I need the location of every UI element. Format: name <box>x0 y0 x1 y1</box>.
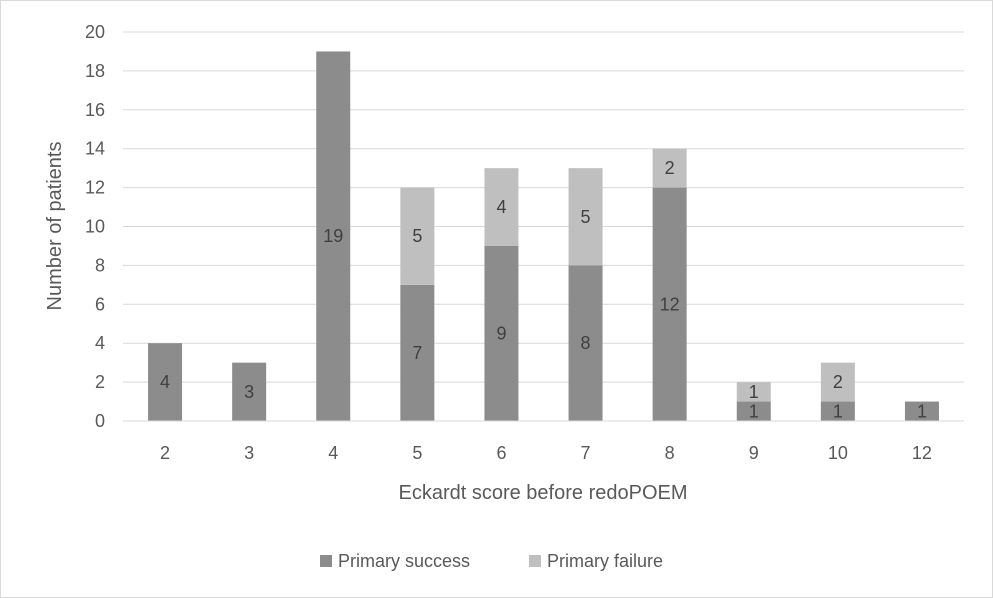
y-tick-label: 8 <box>95 255 105 275</box>
y-tick-label: 10 <box>85 217 105 237</box>
data-label: 5 <box>581 207 591 227</box>
bar-primary-success-6 <box>484 245 519 421</box>
y-tick-label: 18 <box>85 61 105 81</box>
y-tick-label: 20 <box>85 22 105 42</box>
data-label: 4 <box>160 372 170 392</box>
x-tick-labels: 2 3 4 5 6 7 8 9 10 12 <box>160 443 932 463</box>
data-label: 2 <box>833 372 843 392</box>
y-tick-label: 0 <box>95 411 105 431</box>
legend-label-primary-failure: Primary failure <box>547 551 663 571</box>
gridlines <box>123 31 964 383</box>
data-label: 19 <box>323 226 343 246</box>
bar-primary-failure-6 <box>484 168 519 246</box>
data-label: 1 <box>833 401 843 421</box>
data-label: 9 <box>496 323 506 343</box>
bar-primary-failure-10 <box>820 362 855 402</box>
x-tick-label: 3 <box>244 443 254 463</box>
data-label: 7 <box>412 343 422 363</box>
bar-primary-failure-9 <box>736 382 771 402</box>
bar-primary-success-4 <box>316 51 351 421</box>
bar-primary-success-9 <box>736 401 771 421</box>
data-label: 8 <box>581 333 591 353</box>
y-tick-labels: 0 2 4 6 8 10 12 14 16 18 20 <box>85 22 105 431</box>
x-axis-title: Eckardt score before redoPOEM <box>398 482 687 504</box>
x-tick-label: 6 <box>496 443 506 463</box>
y-tick-label: 6 <box>95 294 105 314</box>
y-tick-label: 12 <box>85 178 105 198</box>
data-label: 3 <box>244 382 254 402</box>
data-label: 4 <box>496 197 506 217</box>
x-tick-label: 8 <box>665 443 675 463</box>
data-label: 2 <box>665 158 675 178</box>
x-tick-label: 7 <box>581 443 591 463</box>
x-tick-label: 2 <box>160 443 170 463</box>
bar-primary-success-2 <box>148 343 183 421</box>
data-label: 12 <box>660 294 680 314</box>
bar-primary-success-8 <box>652 187 687 421</box>
bars <box>148 51 939 421</box>
x-tick-label: 4 <box>328 443 338 463</box>
bar-primary-failure-7 <box>568 168 603 266</box>
data-label: 1 <box>917 401 927 421</box>
legend-label-primary-success: Primary success <box>338 551 470 571</box>
legend: Primary success Primary failure <box>320 551 663 571</box>
bar-primary-failure-5 <box>400 187 435 285</box>
bar-primary-success-5 <box>400 284 435 421</box>
bar-primary-success-3 <box>232 362 267 421</box>
y-tick-label: 16 <box>85 100 105 120</box>
x-tick-label: 12 <box>912 443 932 463</box>
y-tick-label: 14 <box>85 139 105 159</box>
y-tick-label: 2 <box>95 372 105 392</box>
x-tick-label: 9 <box>749 443 759 463</box>
legend-swatch-primary-failure <box>529 555 541 567</box>
bar-primary-success-12 <box>904 401 939 421</box>
bar-primary-failure-8 <box>652 148 687 188</box>
y-axis-title: Number of patients <box>44 142 66 311</box>
y-tick-label: 4 <box>95 333 105 353</box>
data-label: 1 <box>749 382 759 402</box>
data-label: 5 <box>412 226 422 246</box>
x-tick-label: 5 <box>412 443 422 463</box>
data-label: 1 <box>749 401 759 421</box>
bar-primary-success-7 <box>568 265 603 421</box>
legend-swatch-primary-success <box>320 555 332 567</box>
bar-primary-success-10 <box>820 401 855 421</box>
x-tick-label: 10 <box>828 443 848 463</box>
